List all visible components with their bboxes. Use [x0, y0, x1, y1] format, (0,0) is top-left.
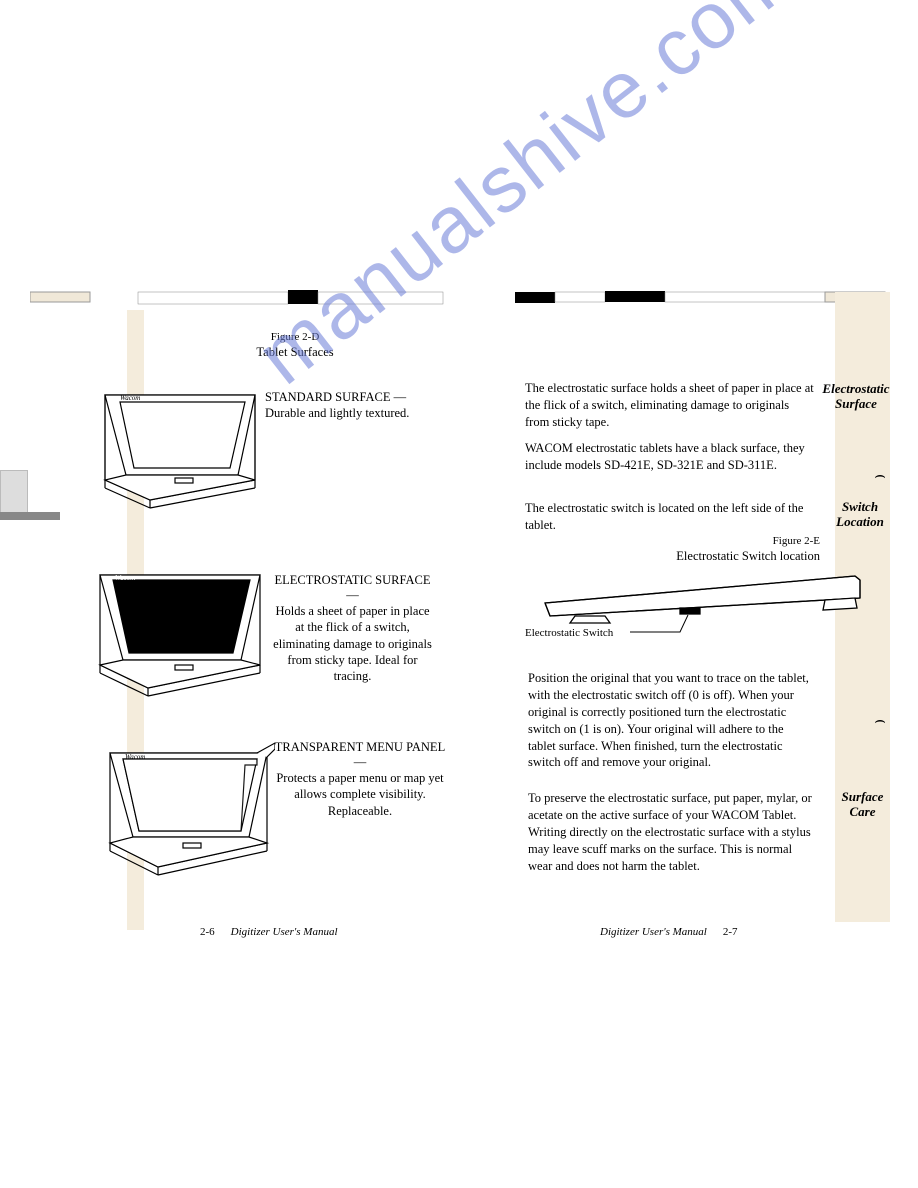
- para-5: To preserve the electrostatic surface, p…: [528, 790, 813, 874]
- left-footer: 2-6 Digitizer User's Manual: [200, 922, 338, 940]
- surface-1-desc: STANDARD SURFACE — Durable and lightly t…: [265, 390, 435, 421]
- surface-2-title: ELECTROSTATIC SURFACE —: [270, 573, 435, 603]
- page-curl-mark-2: ⌢: [874, 710, 886, 731]
- svg-text:Wacom: Wacom: [115, 574, 135, 582]
- side-heading-switch-location: Switch Location: [830, 500, 890, 530]
- figure-2e-caption: Figure 2-E Electrostatic Switch location: [650, 534, 820, 565]
- para-4: Position the original that you want to t…: [528, 670, 813, 771]
- page-curl-mark-1: ⌢: [874, 465, 886, 486]
- figure-2d-caption: Figure 2-D Tablet Surfaces: [230, 330, 360, 361]
- surface-1-body: Durable and lightly textured.: [265, 405, 435, 421]
- side-h3-line1: Surface: [835, 790, 890, 805]
- right-page: Electrostatic Surface ⌢ Switch Location …: [480, 290, 890, 945]
- figure-2d-label: Figure 2-D: [230, 330, 360, 344]
- figure-2e-title: Electrostatic Switch location: [650, 548, 820, 564]
- side-heading-electrostatic-surface: Electrostatic Surface: [822, 382, 890, 412]
- surface-1-title: STANDARD SURFACE —: [265, 390, 435, 405]
- surface-3-body: Protects a paper menu or map yet allows …: [270, 770, 450, 819]
- side-h1-line1: Electrostatic: [822, 382, 890, 397]
- tablet-illustration-transparent: Wacom: [95, 735, 275, 880]
- right-page-number: 2-7: [723, 926, 738, 938]
- side-heading-surface-care: Surface Care: [835, 790, 890, 820]
- side-h3-line2: Care: [835, 805, 890, 820]
- surface-3-desc: TRANSPARENT MENU PANEL — Protects a pape…: [270, 740, 450, 819]
- surface-2-body: Holds a sheet of paper in place at the f…: [270, 603, 435, 684]
- callout-leader-line: [630, 610, 700, 638]
- left-page-number: 2-6: [200, 926, 215, 938]
- right-footer: Digitizer User's Manual 2-7: [600, 922, 738, 940]
- para-1: The electrostatic surface holds a sheet …: [525, 380, 815, 431]
- surface-3-title: TRANSPARENT MENU PANEL —: [270, 740, 450, 770]
- figure-2e-label: Figure 2-E: [650, 534, 820, 548]
- side-h2-line1: Switch: [830, 500, 890, 515]
- surface-2-desc: ELECTROSTATIC SURFACE — Holds a sheet of…: [270, 573, 435, 684]
- side-h1-line2: Surface: [822, 397, 890, 412]
- callout-label: Electrostatic Switch: [525, 627, 613, 639]
- para-3: The electrostatic switch is located on t…: [525, 500, 815, 534]
- scan-artifact-left: [0, 470, 28, 515]
- right-footer-text: Digitizer User's Manual: [600, 926, 707, 938]
- scanned-document-area: Figure 2-D Tablet Surfaces Wacom S: [30, 290, 893, 945]
- svg-text:Wacom: Wacom: [120, 394, 140, 402]
- svg-text:Wacom: Wacom: [125, 753, 145, 761]
- tablet-illustration-electrostatic: Wacom: [85, 560, 270, 700]
- left-footer-text: Digitizer User's Manual: [231, 926, 338, 938]
- para-2: WACOM electrostatic tablets have a black…: [525, 440, 815, 474]
- tablet-illustration-standard: Wacom: [90, 380, 265, 510]
- side-h2-line2: Location: [830, 515, 890, 530]
- left-page: Figure 2-D Tablet Surfaces Wacom S: [30, 290, 460, 945]
- figure-2d-title: Tablet Surfaces: [230, 344, 360, 360]
